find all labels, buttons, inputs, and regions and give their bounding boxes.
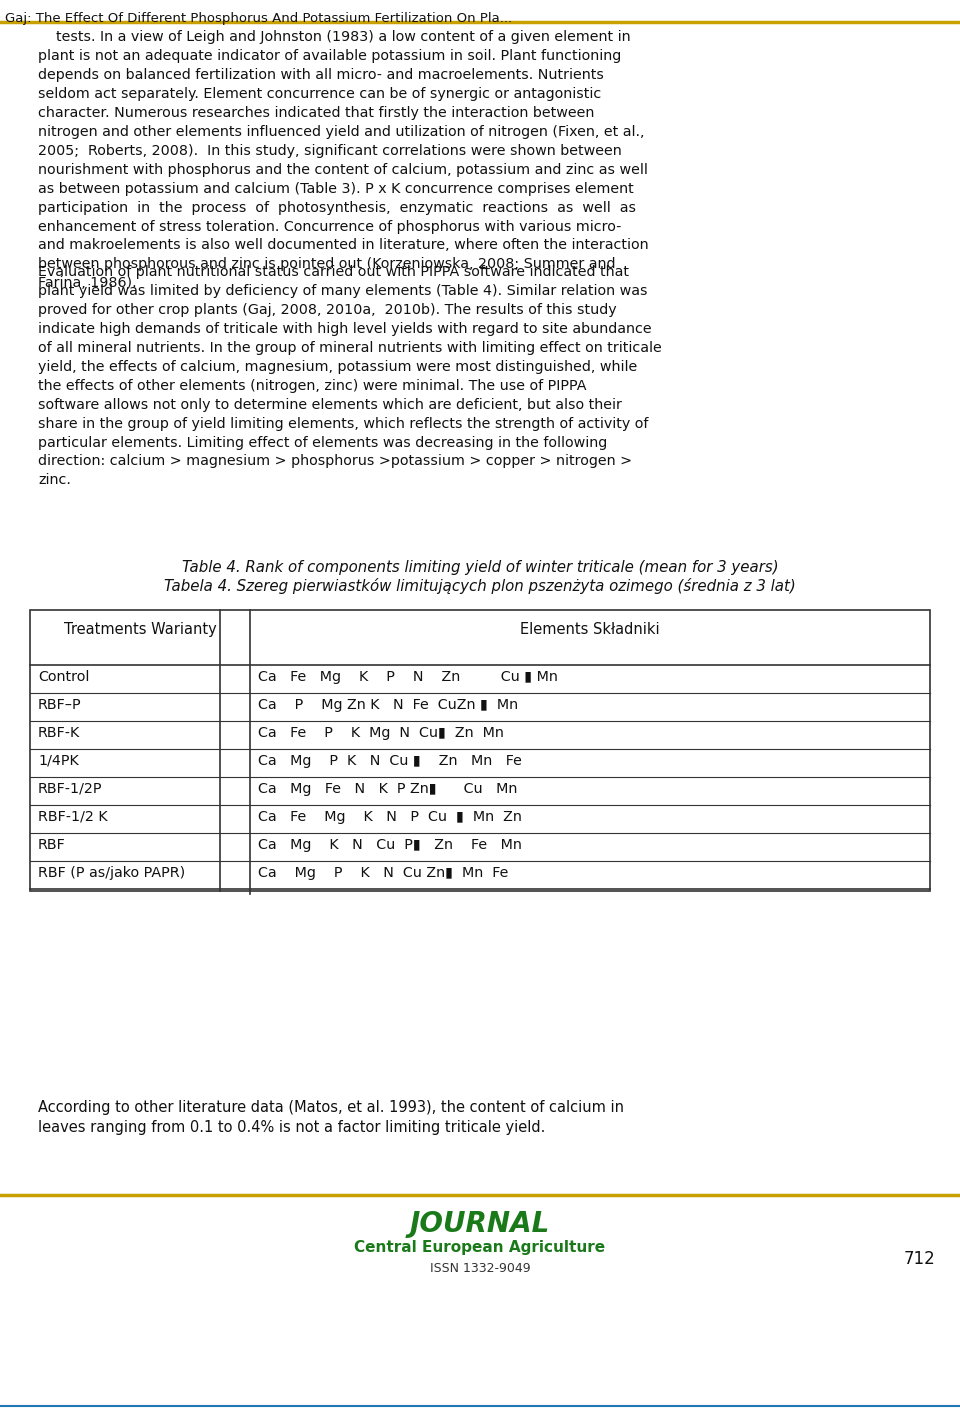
Text: RBF-1/2 K: RBF-1/2 K: [38, 810, 108, 824]
Text: 712: 712: [903, 1250, 935, 1268]
Text: RBF–P: RBF–P: [38, 698, 82, 713]
Text: Ca   Mg    P  K   N  Cu ▮    Zn   Mn   Fe: Ca Mg P K N Cu ▮ Zn Mn Fe: [258, 754, 522, 768]
Text: Gaj: The Effect Of Different Phosphorus And Potassium Fertilization On Pla...: Gaj: The Effect Of Different Phosphorus …: [5, 11, 512, 26]
Text: Ca   Mg    K   N   Cu  P▮   Zn    Fe   Mn: Ca Mg K N Cu P▮ Zn Fe Mn: [258, 838, 522, 853]
Text: Ca    P    Mg Zn K   N  Fe  CuZn ▮  Mn: Ca P Mg Zn K N Fe CuZn ▮ Mn: [258, 698, 518, 713]
Text: Ca   Fe    P    K  Mg  N  Cu▮  Zn  Mn: Ca Fe P K Mg N Cu▮ Zn Mn: [258, 725, 504, 740]
Text: Tabela 4. Szereg pierwiastków limitujących plon pszenżyta ozimego (średnia z 3 l: Tabela 4. Szereg pierwiastków limitujący…: [164, 578, 796, 594]
Text: Table 4. Rank of components limiting yield of winter triticale (mean for 3 years: Table 4. Rank of components limiting yie…: [181, 560, 779, 575]
Text: RBF-K: RBF-K: [38, 725, 81, 740]
Text: RBF-1/2P: RBF-1/2P: [38, 783, 103, 795]
Text: leaves ranging from 0.1 to 0.4% is not a factor limiting triticale yield.: leaves ranging from 0.1 to 0.4% is not a…: [38, 1120, 545, 1135]
Text: According to other literature data (Matos, et al. 1993), the content of calcium : According to other literature data (Mato…: [38, 1100, 624, 1115]
Text: Ca   Fe   Mg    K    P    N    Zn         Cu ▮ Mn: Ca Fe Mg K P N Zn Cu ▮ Mn: [258, 670, 558, 684]
Text: Treatments Warianty: Treatments Warianty: [63, 623, 216, 637]
Text: Ca   Mg   Fe   N   K  P Zn▮      Cu   Mn: Ca Mg Fe N K P Zn▮ Cu Mn: [258, 783, 517, 795]
Text: Ca   Fe    Mg    K   N   P  Cu  ▮  Mn  Zn: Ca Fe Mg K N P Cu ▮ Mn Zn: [258, 810, 522, 824]
Text: Central European Agriculture: Central European Agriculture: [354, 1240, 606, 1255]
Text: Elements Składniki: Elements Składniki: [520, 623, 660, 637]
Text: tests. In a view of Leigh and Johnston (1983) a low content of a given element i: tests. In a view of Leigh and Johnston (…: [38, 30, 649, 290]
Bar: [30, 610, 930, 891]
Text: RBF: RBF: [38, 838, 65, 853]
Text: JOURNAL: JOURNAL: [410, 1210, 550, 1238]
Text: Ca    Mg    P    K   N  Cu Zn▮  Mn  Fe: Ca Mg P K N Cu Zn▮ Mn Fe: [258, 865, 509, 880]
Text: RBF (P as/jako PAPR): RBF (P as/jako PAPR): [38, 865, 185, 880]
Text: Control: Control: [38, 670, 89, 684]
Text: Evaluation of plant nutritional status carried out with PIPPA software indicated: Evaluation of plant nutritional status c…: [38, 266, 661, 487]
Text: ISSN 1332-9049: ISSN 1332-9049: [430, 1262, 530, 1275]
Text: 1/4PK: 1/4PK: [38, 754, 79, 768]
